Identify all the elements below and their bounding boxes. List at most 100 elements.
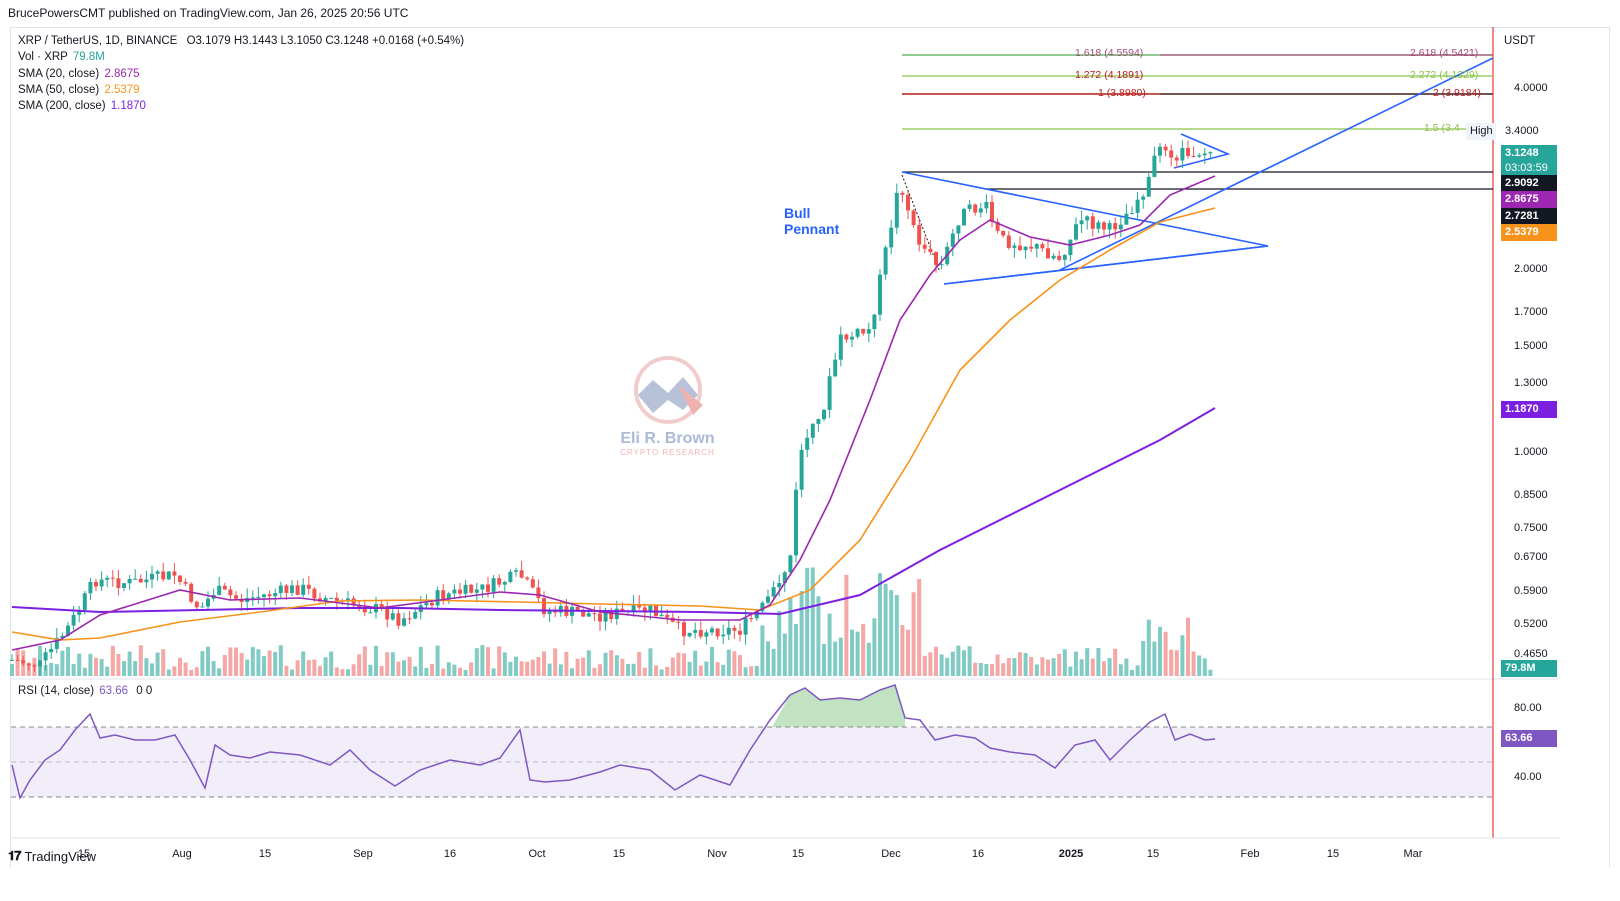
candle-body[interactable] <box>105 577 110 580</box>
candle-body[interactable] <box>687 632 692 637</box>
candle-body[interactable] <box>435 590 440 606</box>
candle-body[interactable] <box>1023 246 1028 251</box>
legend-symbol-row[interactable]: XRP / TetherUS, 1D, BINANCE O3.1079 H3.1… <box>18 33 464 50</box>
candle-body[interactable] <box>413 612 418 619</box>
candle-body[interactable] <box>385 607 390 620</box>
candle-body[interactable] <box>1034 244 1039 249</box>
candle-body[interactable] <box>906 194 910 211</box>
candle-body[interactable] <box>850 336 854 340</box>
candle-body[interactable] <box>990 201 994 222</box>
candle-body[interactable] <box>883 247 888 275</box>
candle-body[interactable] <box>620 608 625 611</box>
candle-body[interactable] <box>693 630 698 633</box>
candle-body[interactable] <box>732 627 737 631</box>
candle-body[interactable] <box>1163 146 1168 151</box>
candle-body[interactable] <box>889 227 894 248</box>
candle-body[interactable] <box>1090 216 1095 229</box>
candle-body[interactable] <box>346 598 350 602</box>
candle-body[interactable] <box>295 585 300 595</box>
candle-body[interactable] <box>1079 220 1084 225</box>
candle-body[interactable] <box>794 489 798 556</box>
candle-body[interactable] <box>973 204 978 213</box>
legend-rsi-row[interactable]: RSI (14, close) 63.66 0 0 <box>18 683 152 700</box>
candle-body[interactable] <box>592 613 597 615</box>
candle-body[interactable] <box>206 598 210 607</box>
currency-label[interactable]: USDT <box>1504 35 1536 47</box>
candle-body[interactable] <box>234 595 238 599</box>
candle-body[interactable] <box>262 594 266 597</box>
candle-body[interactable] <box>1130 212 1134 214</box>
candle-body[interactable] <box>1085 216 1090 221</box>
candle-body[interactable] <box>329 597 334 599</box>
candle-body[interactable] <box>49 648 54 653</box>
candle-body[interactable] <box>950 233 955 247</box>
candle-body[interactable] <box>609 611 614 620</box>
candle-body[interactable] <box>396 613 401 626</box>
candle-body[interactable] <box>710 628 714 633</box>
candle-body[interactable] <box>474 589 479 593</box>
candle-body[interactable] <box>362 609 367 613</box>
candle-body[interactable] <box>967 204 972 209</box>
tradingview-brand[interactable]: 𝟏𝟕 TradingView <box>8 848 96 864</box>
small-pennant[interactable] <box>1173 133 1231 169</box>
candle-body[interactable] <box>290 585 294 593</box>
candle-body[interactable] <box>642 607 647 613</box>
candle-body[interactable] <box>1186 147 1190 156</box>
candle-body[interactable] <box>749 618 754 620</box>
candle-body[interactable] <box>200 606 205 608</box>
candle-body[interactable] <box>743 618 748 635</box>
candle-body[interactable] <box>284 585 289 593</box>
candle-body[interactable] <box>21 660 26 664</box>
candle-body[interactable] <box>911 210 916 226</box>
candle-body[interactable] <box>598 613 602 622</box>
candle-body[interactable] <box>782 572 787 584</box>
candle-body[interactable] <box>71 614 76 626</box>
pennant-lower-line[interactable] <box>943 245 1269 285</box>
candle-body[interactable] <box>1018 245 1022 251</box>
candle-body[interactable] <box>99 579 104 587</box>
candle-body[interactable] <box>1208 152 1213 154</box>
candle-body[interactable] <box>1096 222 1101 229</box>
candle-body[interactable] <box>1001 230 1006 236</box>
candle-body[interactable] <box>878 274 882 315</box>
legend-volume-row[interactable]: Vol · XRP 79.8M <box>18 49 105 66</box>
chart-frame[interactable] <box>10 27 1610 867</box>
candle-body[interactable] <box>861 328 866 334</box>
candle-body[interactable] <box>928 248 933 253</box>
candle-body[interactable] <box>1202 153 1207 156</box>
candle-body[interactable] <box>402 618 406 626</box>
candle-body[interactable] <box>519 570 524 578</box>
candle-body[interactable] <box>659 614 664 617</box>
candle-body[interactable] <box>183 581 188 584</box>
candle-body[interactable] <box>726 627 731 635</box>
candle-body[interactable] <box>368 612 373 614</box>
candle-body[interactable] <box>1146 176 1151 197</box>
candle-body[interactable] <box>491 578 496 592</box>
candle-body[interactable] <box>777 583 782 588</box>
candle-body[interactable] <box>1169 150 1174 158</box>
candle-body[interactable] <box>250 597 255 599</box>
candle-body[interactable] <box>502 582 507 585</box>
candle-body[interactable] <box>894 192 899 228</box>
candle-body[interactable] <box>1118 224 1123 230</box>
candle-body[interactable] <box>1074 224 1078 240</box>
candle-body[interactable] <box>66 625 70 636</box>
candle-body[interactable] <box>60 635 65 638</box>
candle-body[interactable] <box>816 419 821 424</box>
candle-body[interactable] <box>138 578 143 583</box>
candle-body[interactable] <box>144 579 149 583</box>
candle-body[interactable] <box>54 637 59 649</box>
legend-sma20-row[interactable]: SMA (20, close) 2.8675 <box>18 66 140 83</box>
candle-body[interactable] <box>1068 239 1073 256</box>
candle-body[interactable] <box>424 602 429 606</box>
candle-body[interactable] <box>844 334 849 340</box>
candle-body[interactable] <box>1107 223 1112 230</box>
candle-body[interactable] <box>32 665 37 667</box>
candle-body[interactable] <box>542 598 546 615</box>
candle-body[interactable] <box>222 585 227 590</box>
candle-body[interactable] <box>43 652 48 661</box>
candle-body[interactable] <box>833 359 838 377</box>
candle-body[interactable] <box>939 264 944 266</box>
candle-body[interactable] <box>838 334 843 360</box>
candle-body[interactable] <box>88 581 93 594</box>
